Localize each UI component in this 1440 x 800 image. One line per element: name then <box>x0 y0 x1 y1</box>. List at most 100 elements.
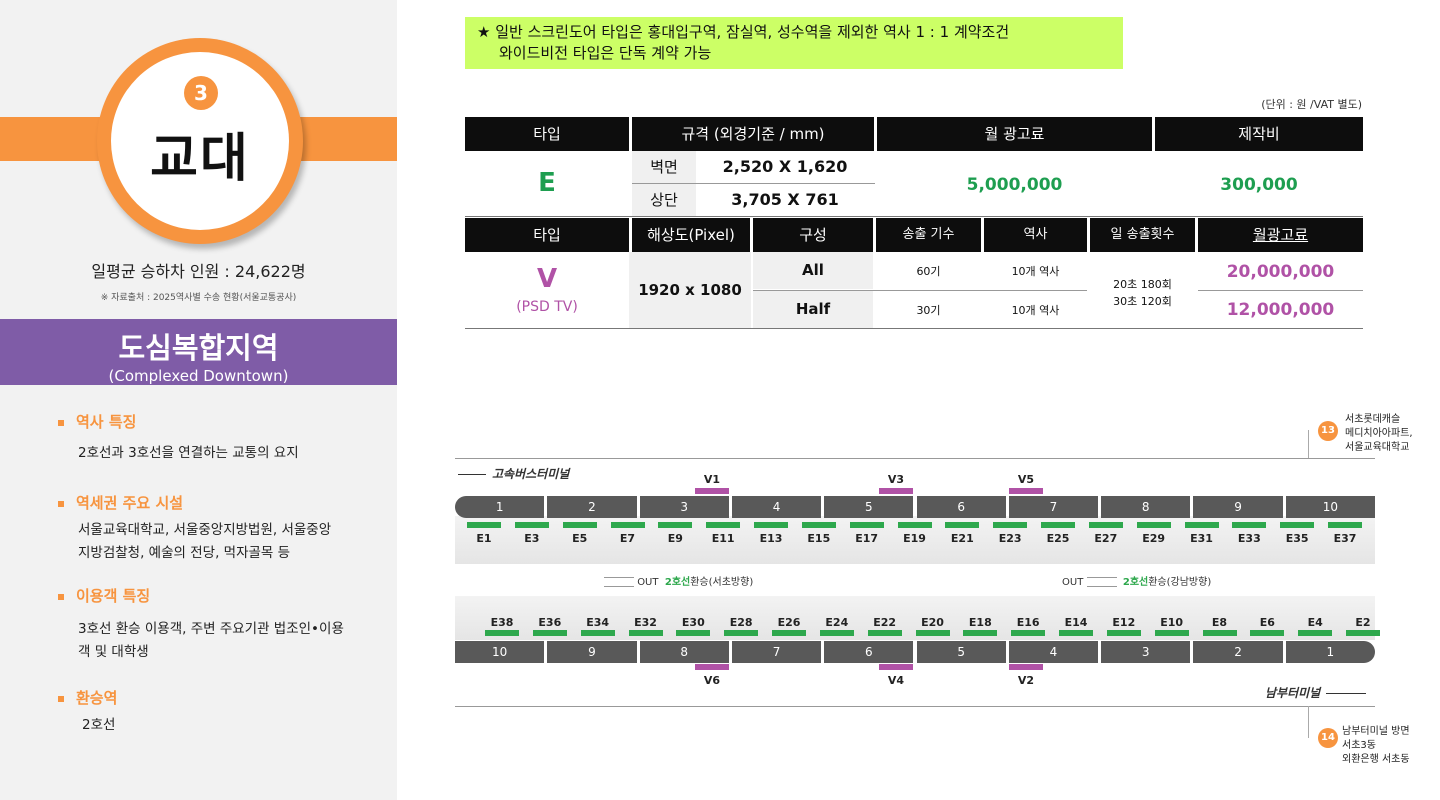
screen-door-bar <box>1346 630 1380 636</box>
exit-14-text: 남부터미널 방면 서초3동 외환은행 서초동 <box>1342 726 1410 765</box>
screen-door-label: E25 <box>1046 532 1070 545</box>
section-body-facilities: 서울교육대학교, 서울중앙지방법원, 서울중앙 지방검찰청, 예술의 전당, 먹자… <box>78 522 332 561</box>
v-screen-label: V5 <box>1017 473 1035 486</box>
screen-door-bar <box>724 630 759 636</box>
screen-door-label: E2 <box>1355 616 1371 629</box>
screen-door-label: E12 <box>1112 616 1136 629</box>
screen-door-label: E28 <box>729 616 753 629</box>
screen-door-bar <box>1041 522 1075 528</box>
screen-door-bar <box>580 630 615 636</box>
e-wall-label: 벽면 <box>632 151 696 183</box>
screen-door-bar <box>1280 522 1315 528</box>
screen-door-bar <box>628 630 663 636</box>
station-name: 교대 <box>150 129 250 189</box>
screen-door-label: E7 <box>619 532 636 545</box>
v-config-half: Half <box>753 291 873 328</box>
e-monthly-fee: 5,000,000 <box>966 175 1063 195</box>
screen-door-bar <box>915 630 950 636</box>
screen-door-bar <box>1250 630 1285 636</box>
v-daily-2: 30초 120회 <box>1113 295 1172 308</box>
e-wall-size: 2,520 X 1,620 <box>722 157 848 176</box>
th-size: 규격 (외경기준 / mm) <box>632 117 874 151</box>
v-screen-bar <box>1009 488 1043 494</box>
screen-door-bar <box>532 630 567 636</box>
screen-door-bar <box>706 522 741 528</box>
screen-door-label: E5 <box>572 532 588 545</box>
th-config: 구성 <box>753 218 873 252</box>
platform-segment: 10 <box>455 641 545 663</box>
screen-door-label: E16 <box>1016 616 1040 629</box>
v-units-half: 30기 <box>916 304 941 317</box>
screen-door-label: E37 <box>1333 532 1357 545</box>
v-type-sub: (PSD TV) <box>516 299 578 315</box>
screen-door-bar <box>676 630 711 636</box>
exit-13-text: 서초롯데캐슬 메디치아아파트, 서울교육대학교 <box>1345 414 1413 453</box>
th-resolution: 해상도(Pixel) <box>632 218 750 252</box>
screen-door-bar <box>1011 630 1046 636</box>
v-resolution: 1920 x 1080 <box>629 252 751 328</box>
screen-door-label: E31 <box>1190 532 1213 545</box>
screen-door-label: E3 <box>524 532 540 545</box>
screen-door-label: E32 <box>634 616 657 629</box>
screen-door-label: E10 <box>1160 616 1184 629</box>
section-body-transfer: 2호선 <box>82 717 116 733</box>
section-heading-transfer: 환승역 <box>58 687 117 708</box>
v-screen-bar <box>695 664 729 670</box>
screen-door-bar <box>993 522 1028 528</box>
screen-door-bar <box>1088 522 1123 528</box>
screen-door-label: E27 <box>1094 532 1118 545</box>
section-body-users: 3호선 환승 이용객, 주변 주요기관 법조인•이용 객 및 대학생 <box>78 621 344 660</box>
platform-segment: 8 <box>1101 496 1191 518</box>
v-screen-bar <box>695 488 729 494</box>
th-production: 제작비 <box>1155 117 1363 151</box>
platform-segment: 3 <box>1101 641 1191 663</box>
screen-door-label: E22 <box>873 616 897 629</box>
screen-door-bar <box>801 522 836 528</box>
screen-door-label: E14 <box>1064 616 1088 629</box>
screen-door-bar <box>1298 630 1333 636</box>
th-v-type: 타입 <box>465 218 629 252</box>
platform-segment: 4 <box>1008 641 1099 663</box>
th-stations: 역사 <box>984 218 1087 252</box>
transfer-right: OUT 2호선환승(강남방향) <box>1062 577 1212 588</box>
screen-door-label: E9 <box>667 532 683 545</box>
v-screen-label: V3 <box>887 473 905 486</box>
platform-segment: 2 <box>547 496 637 518</box>
screen-door-label: E6 <box>1259 616 1275 629</box>
screen-door-bar <box>1106 630 1141 636</box>
screen-door-label: E15 <box>807 532 831 545</box>
platform-segment: 6 <box>824 641 914 663</box>
screen-door-label: E23 <box>998 532 1022 545</box>
platform-segment: 7 <box>1008 496 1099 518</box>
screen-door-label: E20 <box>921 616 944 629</box>
screen-door-bar <box>1154 630 1189 636</box>
screen-door-label: E21 <box>950 532 974 545</box>
th-units: 송출 기수 <box>876 218 981 252</box>
screen-door-label: E13 <box>759 532 783 545</box>
screen-door-label: E24 <box>825 616 849 629</box>
screen-door-bar <box>514 522 549 528</box>
screen-door-label: E4 <box>1307 616 1323 629</box>
area-subtitle: (Complexed Downtown) <box>108 367 289 385</box>
screen-door-label: E8 <box>1211 616 1228 629</box>
th-daily-plays: 일 송출횟수 <box>1090 218 1195 252</box>
screen-door-bar <box>485 630 519 636</box>
section-heading-features: 역사 특징 <box>58 411 136 432</box>
e-top-label: 상단 <box>632 184 696 216</box>
v-screen-label: V2 <box>1017 674 1035 687</box>
th-monthly-fee: 월 광고료 <box>877 117 1152 151</box>
screen-door-bar <box>754 522 788 528</box>
screen-door-bar <box>849 522 884 528</box>
platform-segment: 8 <box>639 641 729 663</box>
th-v-fee: 월광고료 <box>1198 218 1363 252</box>
v-config-all: All <box>753 252 873 289</box>
screen-door-bar <box>819 630 854 636</box>
platform-segment: 3 <box>639 496 729 518</box>
screen-door-bar <box>610 522 645 528</box>
source-note: ※ 자료출처 : 2025역사별 수송 현황(서울교통공사) <box>100 293 297 303</box>
screen-door-label: E30 <box>681 616 705 629</box>
platform-segment: 6 <box>916 496 1006 518</box>
screen-door-bar <box>772 630 806 636</box>
platform-segment: 5 <box>916 641 1006 663</box>
exit-13-badge: 13 <box>1318 421 1338 441</box>
